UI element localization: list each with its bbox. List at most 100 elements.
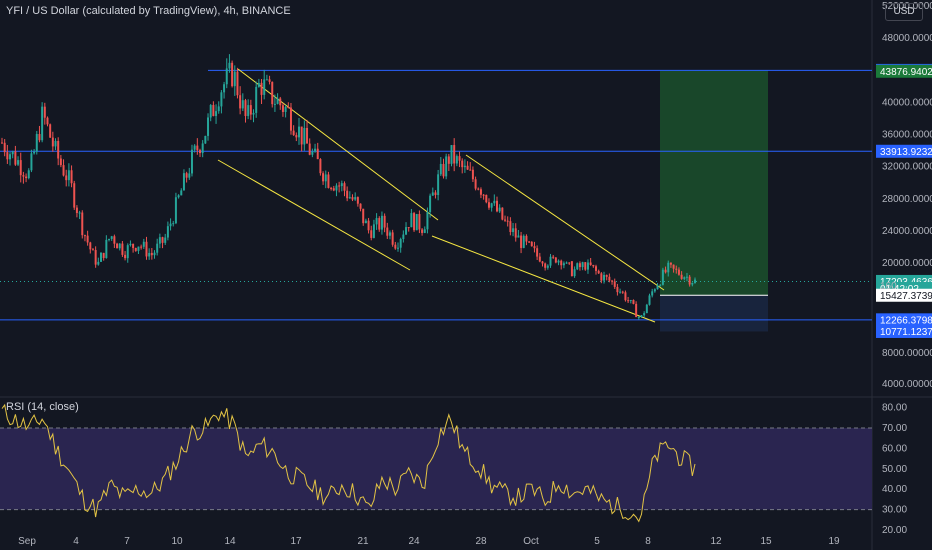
candle-body (177, 195, 180, 198)
candle-body (276, 98, 279, 104)
candle-body (613, 281, 616, 287)
candle-body (182, 173, 185, 191)
candle-body (156, 243, 159, 253)
candle-body (364, 220, 367, 224)
candle-body (346, 190, 349, 199)
candle-body (220, 92, 223, 107)
candle-body (455, 156, 458, 164)
candle-body (546, 265, 549, 268)
candle-body (595, 266, 597, 271)
candle-body (65, 175, 68, 181)
candle-body (105, 239, 108, 258)
candle-body (311, 151, 314, 155)
candle-body (330, 187, 333, 189)
candle-body (335, 185, 338, 191)
candle-body (209, 105, 212, 118)
candle-body (62, 165, 65, 176)
candle-body (201, 143, 204, 154)
candle-body (482, 194, 485, 196)
candle-body (520, 235, 523, 248)
candle-body (142, 241, 145, 247)
candle-body (140, 246, 143, 248)
candle-body (517, 235, 520, 238)
candle-body (145, 241, 148, 257)
price-tick-label: 8000.00000 (882, 348, 932, 359)
candle-body (265, 79, 268, 81)
candle-body (643, 313, 646, 316)
candle-body (501, 207, 504, 220)
candle-body (292, 130, 295, 136)
rsi-tick-label: 60.00 (882, 443, 907, 454)
rsi-line (1, 403, 696, 523)
candle-body (236, 71, 239, 96)
candle-body (557, 260, 560, 263)
candle-body (431, 192, 434, 196)
candle-body (616, 286, 619, 293)
candle-body (413, 213, 416, 231)
candle-body (600, 273, 603, 281)
candle-body (624, 292, 627, 301)
candle-body (94, 250, 97, 265)
date-tick-label: 14 (224, 536, 236, 547)
candle-body (680, 274, 683, 279)
candle-body (685, 276, 688, 278)
candle-body (506, 220, 509, 222)
candle-body (124, 254, 127, 259)
date-tick-label: 15 (760, 536, 772, 547)
rsi-band (0, 428, 872, 510)
candle-body (362, 208, 365, 224)
candle-body (351, 197, 354, 200)
candle-body (46, 117, 49, 125)
candle-body (51, 137, 54, 147)
candle-body (683, 277, 686, 279)
candle-body (100, 252, 102, 262)
candles (1, 54, 696, 320)
candle-body (528, 241, 531, 243)
candle-body (110, 236, 113, 239)
candle-body (137, 246, 140, 251)
candle-body (59, 158, 62, 166)
candle-body (541, 261, 544, 264)
currency-button[interactable]: USD (885, 3, 923, 21)
candle-body (132, 243, 135, 248)
candle-body (372, 224, 375, 238)
candle-body (279, 98, 282, 106)
candle-body (466, 165, 469, 170)
candle-body (260, 82, 263, 95)
price-tick-label: 32000.00000 (882, 162, 932, 173)
candle-body (568, 262, 571, 264)
candle-body (81, 212, 84, 236)
candle-body (426, 212, 429, 230)
candle-body (463, 165, 466, 168)
candle-body (57, 140, 60, 159)
candle-body (166, 226, 169, 238)
price-tick-label: 4000.00000 (882, 379, 932, 390)
candle-body (380, 215, 383, 230)
candle-body (289, 107, 292, 131)
candle-body (661, 269, 664, 285)
level-tag-3: 12266.37983 (880, 315, 932, 326)
candle-body (388, 232, 391, 236)
candle-body (134, 247, 137, 251)
candle-body (367, 220, 370, 231)
candle-body (549, 256, 552, 266)
rsi-tick-label: 40.00 (882, 484, 907, 495)
candle-body (129, 243, 132, 246)
candle-body (33, 151, 36, 154)
price-tag-5: 10771.12378 (880, 327, 932, 338)
candle-body (38, 134, 41, 141)
candle-body (407, 227, 410, 229)
candle-body (17, 160, 20, 165)
candle-body (298, 126, 300, 138)
candle-body (340, 183, 343, 187)
candle-body (653, 289, 656, 292)
candle-body (83, 235, 86, 237)
candle-body (327, 174, 330, 188)
candle-body (437, 174, 440, 196)
trendline-1 (237, 68, 439, 221)
candle-body (418, 214, 421, 230)
candle-body (677, 269, 680, 275)
price-tag-1: 43876.94026 (880, 67, 932, 78)
candle-body (490, 203, 493, 208)
